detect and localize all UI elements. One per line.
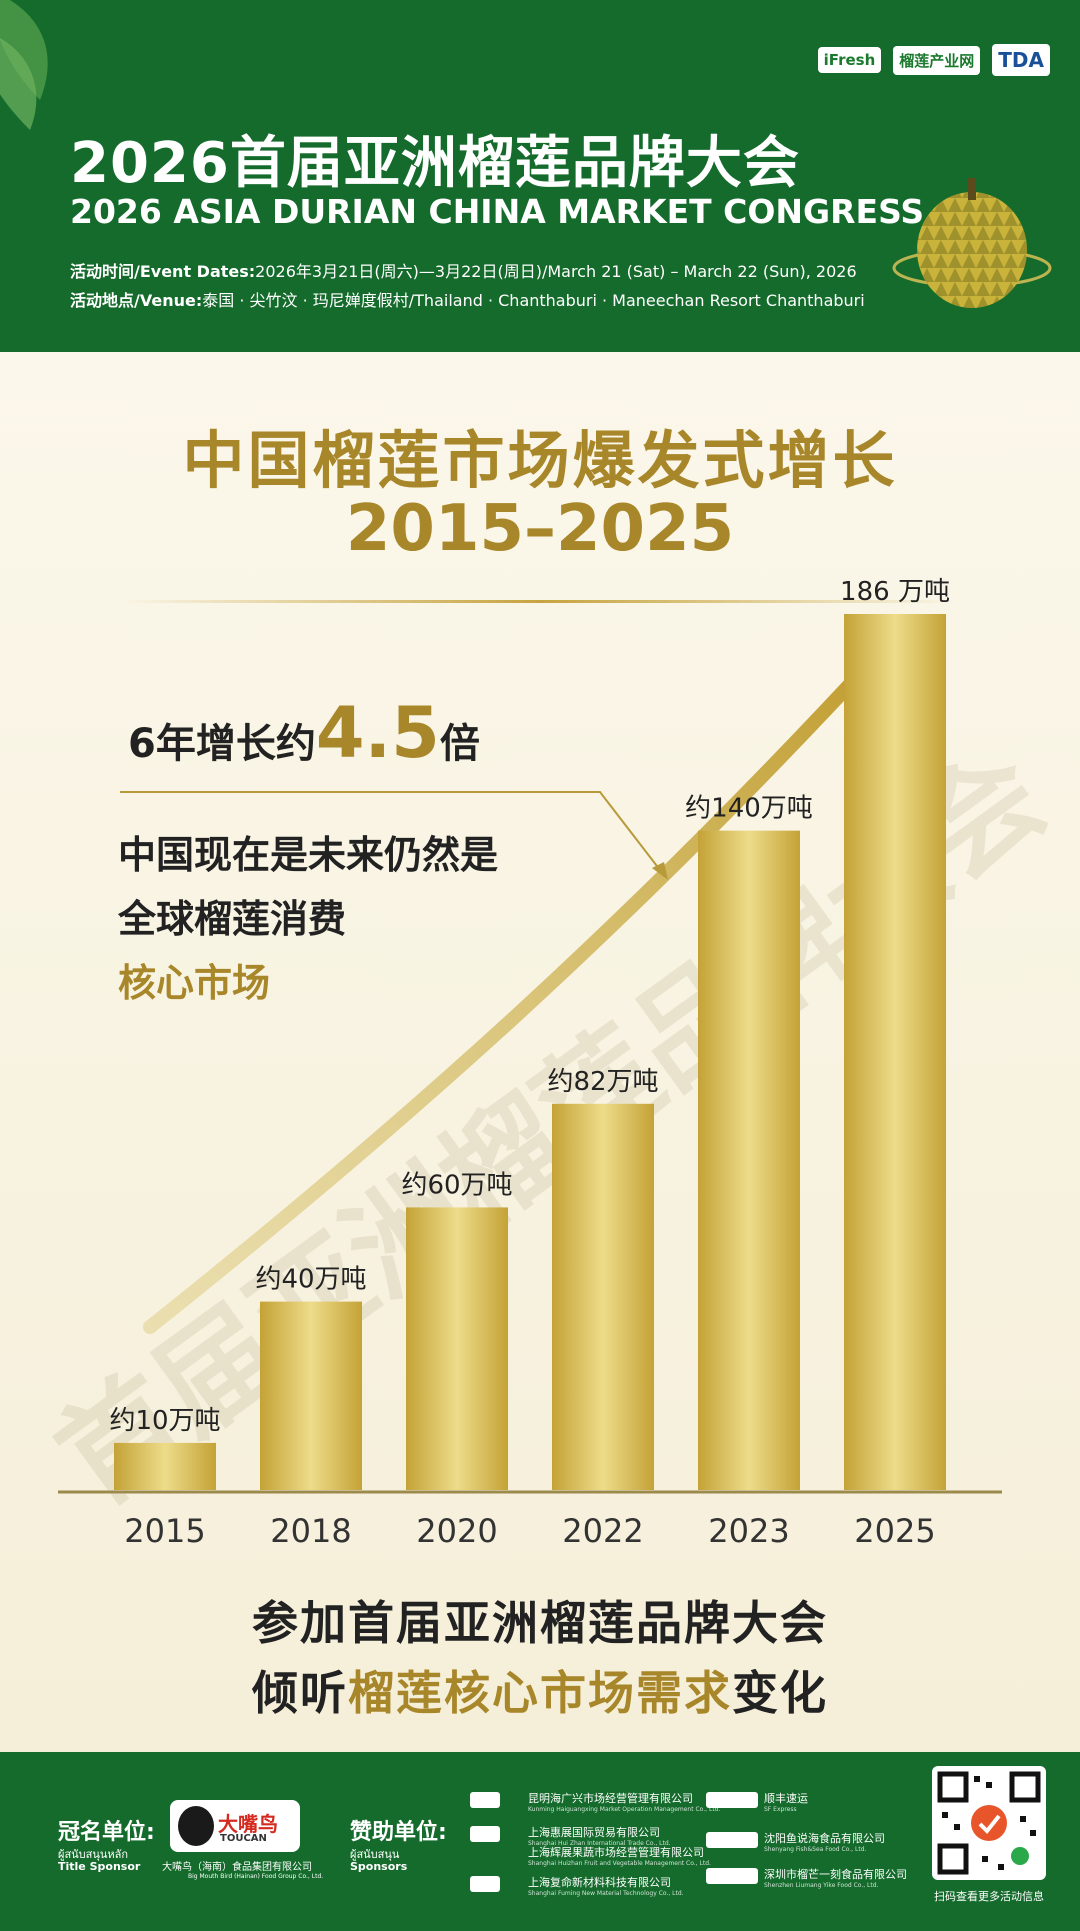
bar-2020 [406,1207,508,1490]
event-venue-value: 泰国 · 尖竹汶 · 玛尼婵度假村/Thailand · Chanthaburi… [202,291,865,310]
x-tick-2015: 2015 [124,1512,205,1550]
x-tick-2022: 2022 [562,1512,643,1550]
bar-chart: 约10万吨 2015 约40万吨 2018 约60万吨 2020 约82万吨 2022 约140… [58,577,1002,1550]
event-dates-value: 2026年3月21日(周六)—3月22日(周日)/March 21 (Sat) … [255,262,857,281]
x-tick-2020: 2020 [416,1512,497,1550]
cta-line-2: 倾听榴莲核心市场需求变化 [0,1657,1080,1723]
bar-2023 [698,830,800,1490]
cta-line-1: 参加首届亚洲榴莲品牌大会 [252,1596,828,1650]
data-label-2022: 约82万吨 [547,1067,658,1097]
callout-pointer [120,791,661,871]
sponsor-1: 昆明海广兴市场经营管理有限公司 Kunming Haiguangxing Mark… [528,1790,720,1813]
bar-2022 [552,1103,654,1490]
cta-line-2-c: 变化 [732,1666,828,1720]
sponsor-3-en: Shanghai Huizhan Fruit and Vegetable Man… [528,1860,711,1867]
sponsor-4-en: Shanghai Fuming New Material Technology … [528,1890,684,1897]
toucan-logo-text: 大嘴鸟 [218,1812,278,1836]
qr-code[interactable] [932,1766,1046,1880]
leaf-decoration-icon [0,0,48,130]
data-label-2015: 约10万吨 [109,1406,220,1436]
event-venue-label: 活动地点/Venue: [70,291,203,310]
event-title-cn: 2026首届亚洲榴莲品牌大会 [70,131,800,196]
sponsor-6: 沈阳鱼说海食品有限公司 Shenyang Fish&Sea Food Co., L… [764,1830,885,1853]
toucan-logo: 大嘴鸟 TOUCAN [170,1800,300,1852]
sponsor-3: 上海辉展果蔬市场经营管理有限公司 Shanghai Huizhan Fruit a… [528,1844,711,1867]
sponsor-logo-4 [470,1876,500,1892]
event-title-en: 2026 ASIA DURIAN CHINA MARKET CONGRESS [70,192,925,231]
title-sponsor-name-en: Big Mouth Bird (Hainan) Food Group Co., … [188,1873,324,1880]
event-dates-label: 活动时间/Event Dates: [70,262,256,281]
sponsor-2: 上海惠展国际贸易有限公司 Shanghai Hui Zhan Internatio… [528,1824,671,1847]
sponsor-3-cn: 上海辉展果蔬市场经营管理有限公司 [528,1846,704,1859]
data-label-2023: 约140万吨 [685,794,813,824]
data-label-2020: 约60万吨 [401,1170,512,1200]
sponsor-4-cn: 上海复命新材料科技有限公司 [528,1876,671,1889]
sponsor-2-en: Shanghai Hui Zhan International Trade Co… [528,1840,671,1847]
chart-subtitle: 2015–2025 [345,492,735,566]
durian-industry-logo: 榴莲产业网 [893,45,981,75]
title-sponsor-thai: ผู้สนับสนุนหลัก [58,1848,129,1861]
sponsor-6-en: Shenyang Fish&Sea Food Co., Ltd. [764,1846,867,1853]
toucan-logo-sub: TOUCAN [220,1833,267,1844]
x-tick-2018: 2018 [270,1512,351,1550]
growth-value: 4.5 [315,692,440,774]
title-sponsor-label: 冠名单位: [58,1820,155,1845]
sponsor-logo-7 [706,1868,758,1884]
message-line-1: 中国现在是未来仍然是 [118,833,499,877]
sponsor-4: 上海复命新材料科技有限公司 Shanghai Fuming New Materia… [528,1874,684,1897]
sponsor-5: 顺丰速运 SF Express [764,1790,808,1813]
durian-icon [892,178,1052,308]
cta-line-2-a: 倾听 [252,1666,348,1720]
main-panel: 首届亚洲榴莲品牌大会 中国榴莲市场爆发式增长 2015–2025 6年增长约4.… [0,352,1080,1752]
toucan-bird-icon [178,1806,214,1846]
sponsor-logo-6 [706,1832,758,1848]
event-venue: 活动地点/Venue:泰国 · 尖竹汶 · 玛尼婵度假村/Thailand · … [70,287,865,311]
data-label-2018: 约40万吨 [255,1265,366,1295]
message-line-3: 核心市场 [118,961,271,1005]
trend-arrow [143,645,887,1334]
sponsor-5-en: SF Express [764,1806,797,1813]
data-label-2025: 186 万吨 [840,577,950,607]
message-line-2: 全球榴莲消费 [118,897,347,941]
header-banner: iFresh 榴莲产业网 TDA 2026首届亚洲榴莲品牌大会 2026 ASI… [0,0,1080,352]
footer-sponsors: 冠名单位: ผู้สนับสนุนหลัก Title Sponsor 大嘴鸟 … [0,1752,1080,1931]
bar-2025 [844,614,946,1490]
title-sponsor-en: Title Sponsor [58,1860,141,1873]
title-sponsor-name: 大嘴鸟（海南）食品集团有限公司 [162,1862,312,1873]
tda-logo: TDA [992,44,1050,76]
growth-suffix: 倍 [439,721,480,767]
sponsors-thai: ผู้สนับสนุน [350,1848,400,1861]
x-tick-2025: 2025 [854,1512,935,1550]
sponsor-5-cn: 顺丰速运 [764,1792,808,1805]
sponsors-en: Sponsors [350,1860,408,1873]
sponsor-6-cn: 沈阳鱼说海食品有限公司 [764,1832,885,1845]
sponsor-2-cn: 上海惠展国际贸易有限公司 [528,1826,660,1839]
sponsor-logo-5 [706,1792,758,1808]
sponsor-7: 深圳市榴芒一刻食品有限公司 Shenzhen Liumang Yike Food … [764,1866,907,1889]
ifresh-logo: iFresh [817,47,882,73]
sponsor-logo-2 [470,1826,500,1842]
growth-prefix: 6年增长约 [128,721,316,767]
sponsor-1-cn: 昆明海广兴市场经营管理有限公司 [528,1792,693,1805]
sponsors-label: 赞助单位: [350,1820,447,1845]
qr-caption: 扫码查看更多活动信息 [934,1890,1044,1903]
bar-2015 [114,1442,216,1490]
sponsor-logo-1 [470,1792,500,1808]
sponsor-1-en: Kunming Haiguangxing Market Operation Ma… [528,1806,721,1813]
event-dates: 活动时间/Event Dates:2026年3月21日(周六)—3月22日(周日… [70,258,857,282]
growth-callout: 6年增长约4.5倍 [128,692,480,774]
callout-pointer-head [652,862,668,880]
bar-2018 [260,1301,362,1490]
sponsor-7-en: Shenzhen Liumang Yike Food Co., Ltd. [764,1882,879,1889]
cta-line-2-b: 榴莲核心市场需求 [348,1666,732,1720]
title-divider [120,600,960,603]
sponsor-7-cn: 深圳市榴芒一刻食品有限公司 [764,1868,907,1881]
x-tick-2023: 2023 [708,1512,789,1550]
partner-logos: iFresh 榴莲产业网 TDA [817,44,1050,76]
chart-title: 中国榴莲市场爆发式增长 [182,424,898,497]
